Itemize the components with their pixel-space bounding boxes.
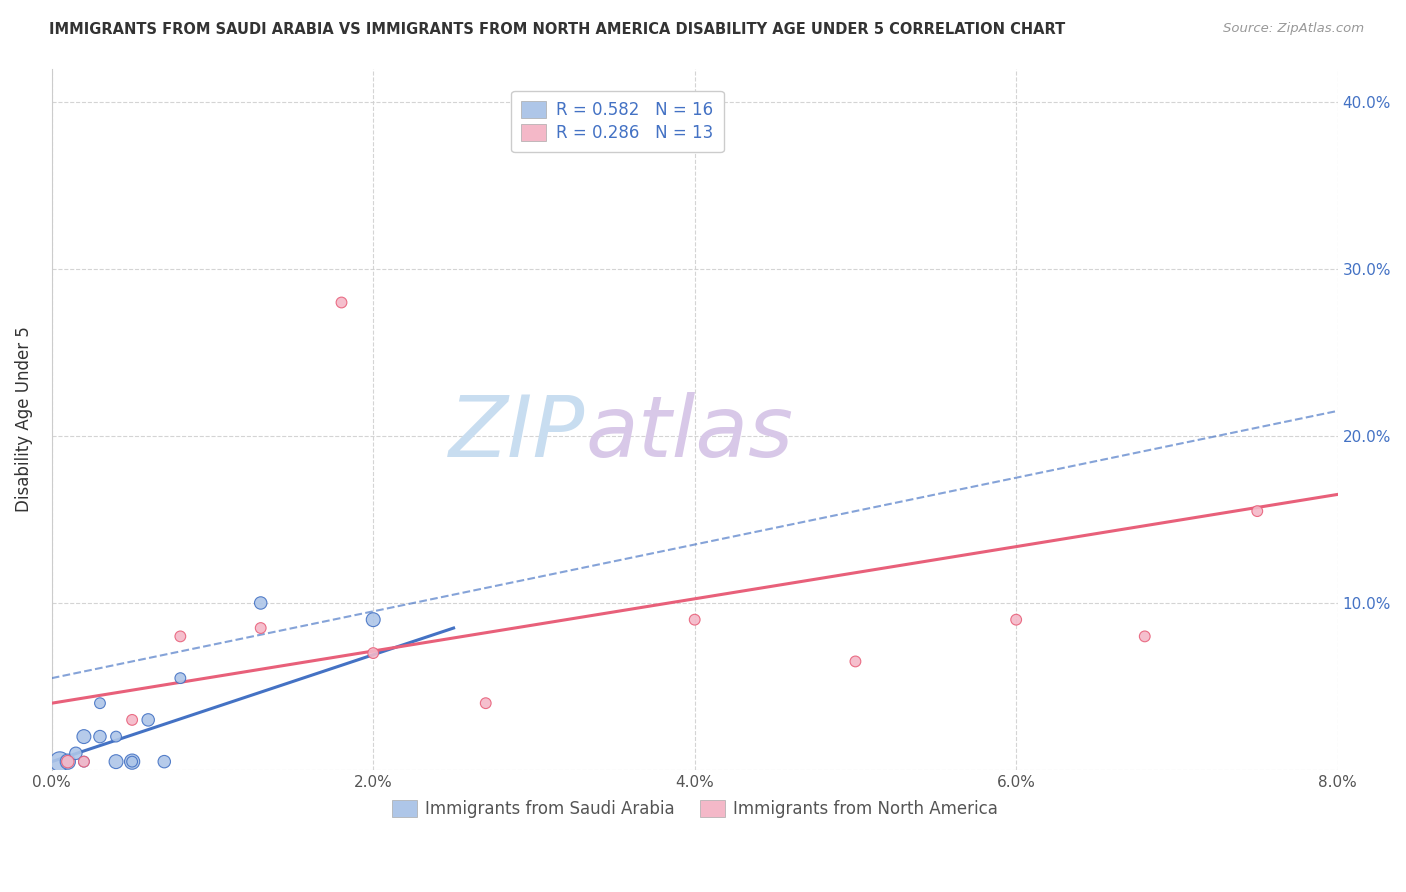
Point: [1246, 504, 1268, 518]
Point: [56, 755, 79, 769]
Point: [330, 295, 353, 310]
Point: [89, 730, 111, 744]
Point: [1005, 613, 1028, 627]
Text: atlas: atlas: [585, 392, 793, 475]
Point: [65, 747, 87, 761]
Point: [73, 755, 96, 769]
Text: ZIP: ZIP: [449, 392, 585, 475]
Point: [1133, 629, 1156, 643]
Point: [121, 755, 143, 769]
Text: Source: ZipAtlas.com: Source: ZipAtlas.com: [1223, 22, 1364, 36]
Point: [249, 596, 271, 610]
Point: [89, 696, 111, 710]
Point: [474, 696, 496, 710]
Point: [361, 646, 384, 660]
Point: [73, 730, 96, 744]
Point: [49, 755, 72, 769]
Point: [105, 730, 128, 744]
Point: [105, 755, 128, 769]
Y-axis label: Disability Age Under 5: Disability Age Under 5: [15, 326, 32, 512]
Point: [153, 755, 176, 769]
Point: [121, 713, 143, 727]
Point: [169, 671, 191, 685]
Point: [73, 755, 96, 769]
Point: [169, 629, 191, 643]
Point: [844, 655, 866, 669]
Text: IMMIGRANTS FROM SAUDI ARABIA VS IMMIGRANTS FROM NORTH AMERICA DISABILITY AGE UND: IMMIGRANTS FROM SAUDI ARABIA VS IMMIGRAN…: [49, 22, 1066, 37]
Point: [56, 755, 79, 769]
Point: [121, 755, 143, 769]
Point: [136, 713, 159, 727]
Point: [683, 613, 706, 627]
Point: [361, 613, 384, 627]
Point: [249, 621, 271, 635]
Legend: Immigrants from Saudi Arabia, Immigrants from North America: Immigrants from Saudi Arabia, Immigrants…: [385, 793, 1004, 825]
